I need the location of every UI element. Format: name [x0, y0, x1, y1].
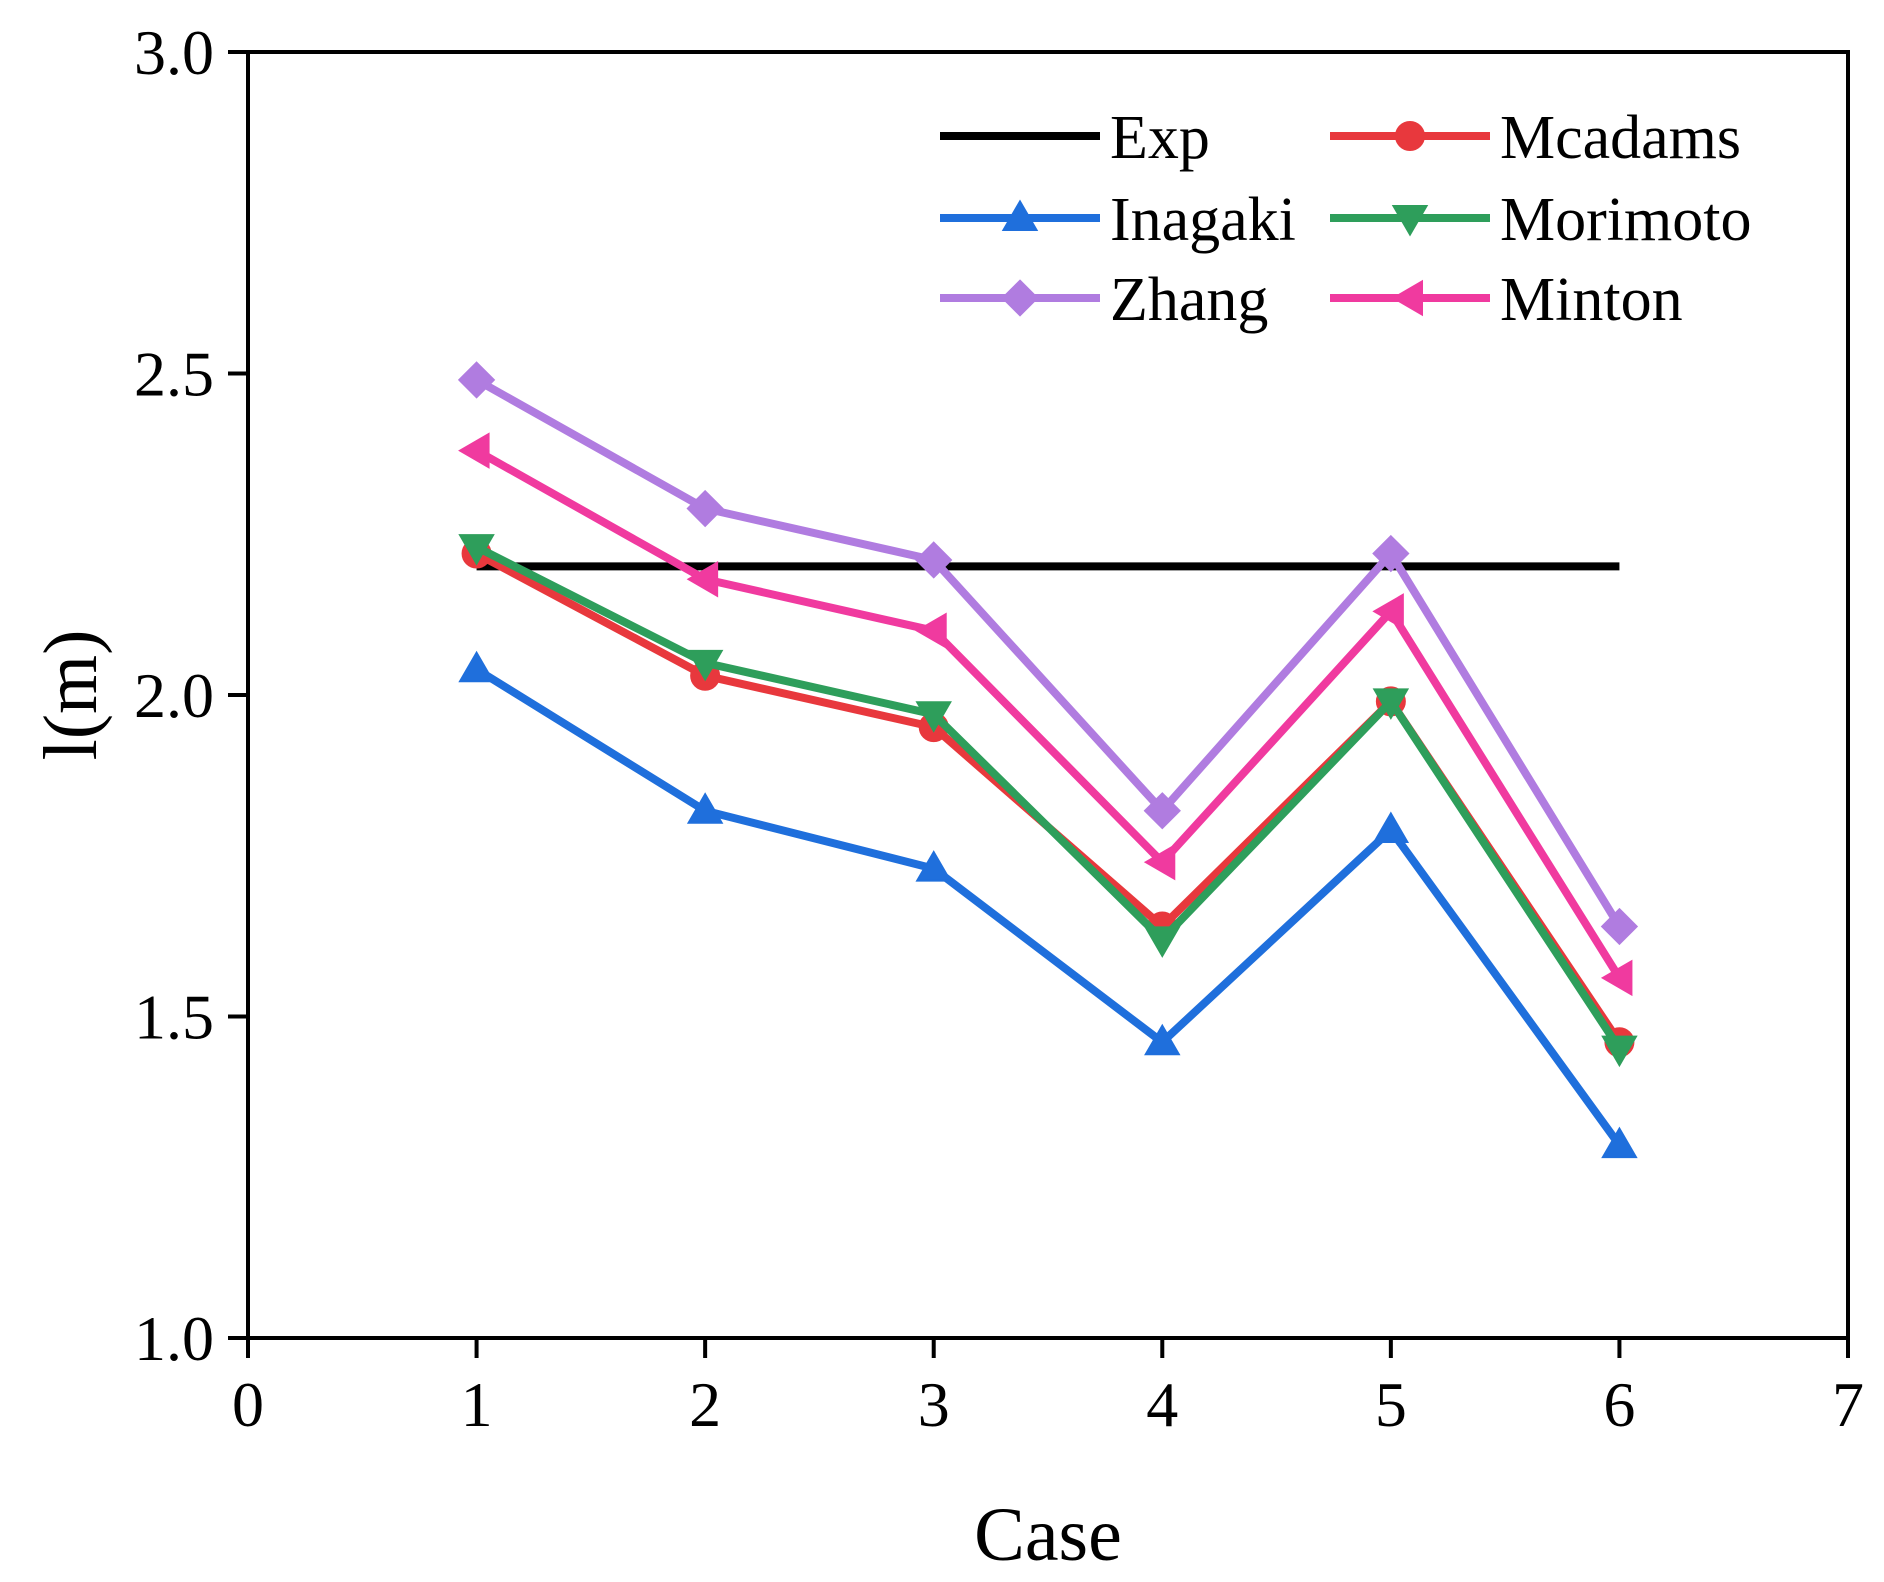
legend-label-morimoto: Morimoto	[1500, 186, 1751, 254]
y-axis: 1.0 1.5 2.0 2.5 3.0	[134, 17, 248, 1374]
x-axis-title: Case	[974, 1493, 1122, 1577]
legend-label-zhang: Zhang	[1110, 266, 1268, 334]
y-tick-label: 2.0	[134, 660, 214, 731]
point-inagaki	[1372, 811, 1410, 844]
point-morimoto	[1144, 926, 1181, 958]
legend-item-mcadams: Mcadams	[1330, 104, 1741, 172]
legend-marker-zhang	[1001, 279, 1039, 317]
series-line-inagaki	[474, 665, 1623, 1148]
point-morimoto	[686, 649, 724, 682]
y-tick-label: 1.0	[134, 1303, 214, 1374]
point-minton	[915, 612, 947, 649]
point-inagaki	[915, 850, 952, 882]
point-morimoto	[915, 701, 952, 733]
series-line-zhang	[474, 376, 1623, 929]
point-inagaki	[1144, 1023, 1181, 1056]
x-tick-label: 2	[689, 1369, 721, 1440]
legend-marker-morimoto	[1391, 205, 1429, 237]
y-axis-title: l(m)	[29, 630, 113, 761]
point-minton	[686, 561, 719, 598]
point-morimoto	[1372, 688, 1410, 720]
point-zhang	[686, 489, 724, 528]
legend-item-morimoto: Morimoto	[1330, 186, 1751, 254]
y-tick-label: 3.0	[134, 17, 214, 88]
point-morimoto	[1601, 1035, 1638, 1068]
x-tick-label: 7	[1832, 1369, 1864, 1440]
legend-label-inagaki: Inagaki	[1110, 186, 1296, 254]
point-zhang	[1600, 907, 1639, 946]
legend-label-exp: Exp	[1110, 104, 1210, 172]
legend-label-mcadams: Mcadams	[1500, 104, 1741, 172]
x-tick-label: 1	[461, 1369, 493, 1440]
x-tick-label: 0	[232, 1369, 264, 1440]
legend: Exp Mcadams Inagaki Morimoto Zhang Minton	[940, 104, 1751, 334]
legend-item-inagaki: Inagaki	[940, 186, 1296, 254]
x-axis: 0 1 2 3 4 5 6 7	[232, 1338, 1864, 1440]
legend-item-minton: Minton	[1330, 266, 1683, 334]
series-group	[457, 361, 1639, 1159]
x-tick-label: 3	[918, 1369, 950, 1440]
point-minton	[1143, 843, 1176, 881]
point-minton	[1372, 593, 1404, 630]
y-tick-label: 1.5	[134, 982, 214, 1053]
point-inagaki	[458, 650, 495, 683]
legend-marker-minton	[1391, 279, 1423, 317]
legend-marker-mcadams	[1395, 121, 1425, 151]
x-tick-label: 4	[1146, 1369, 1178, 1440]
series-inagaki	[458, 650, 1638, 1159]
series-line-morimoto	[474, 543, 1623, 1051]
x-tick-label: 5	[1375, 1369, 1407, 1440]
point-minton	[1600, 959, 1633, 997]
series-line-mcadams	[474, 550, 1623, 1045]
point-minton	[458, 432, 490, 469]
legend-marker-inagaki	[1001, 199, 1039, 231]
y-tick-label: 2.5	[134, 339, 214, 410]
series-minton	[458, 432, 1633, 997]
point-inagaki	[686, 792, 724, 824]
series-line-minton	[474, 447, 1623, 981]
series-zhang	[457, 361, 1639, 946]
series-morimoto	[458, 534, 1638, 1068]
point-zhang	[1372, 534, 1410, 573]
legend-label-minton: Minton	[1500, 266, 1683, 334]
point-zhang	[915, 541, 953, 579]
point-inagaki	[1601, 1126, 1638, 1159]
legend-item-exp: Exp	[940, 104, 1210, 172]
x-tick-label: 6	[1603, 1369, 1635, 1440]
legend-item-zhang: Zhang	[940, 266, 1268, 334]
point-zhang	[1143, 792, 1181, 830]
point-zhang	[457, 361, 496, 399]
point-morimoto	[458, 534, 495, 566]
